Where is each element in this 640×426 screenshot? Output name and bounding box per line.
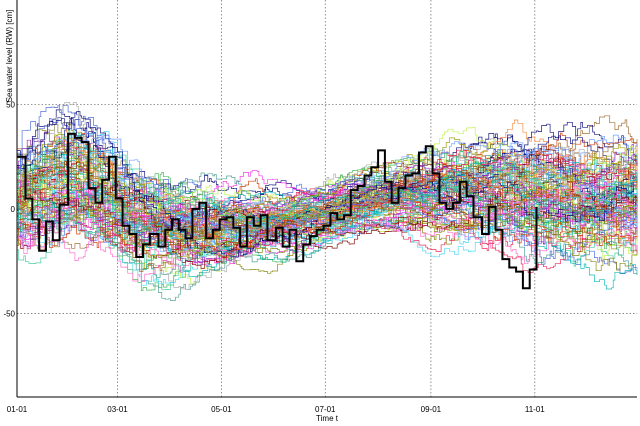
- x-tick-label: 05-01: [211, 405, 232, 414]
- x-tick-label: 09-01: [421, 405, 442, 414]
- ensemble-member-line: [17, 177, 638, 266]
- x-tick-label: 07-01: [315, 405, 336, 414]
- ensemble-member-line: [17, 102, 638, 240]
- y-tick-label: 50: [6, 100, 15, 109]
- ensemble-member-line: [17, 143, 638, 240]
- x-tick-label: 03-01: [107, 405, 128, 414]
- highlighted-series: [17, 132, 538, 290]
- y-tick-label: 0: [11, 205, 16, 214]
- ensemble-member-line: [17, 164, 638, 222]
- ensemble-member-line: [17, 152, 638, 257]
- ensemble-member-line: [17, 164, 638, 259]
- ensemble-member-line: [17, 121, 638, 204]
- y-tick-labels: 50 0 -50: [3, 100, 15, 318]
- y-tick-label: -50: [3, 309, 15, 318]
- y-axis-title: Sea water level (RW) [cm]: [5, 10, 14, 103]
- x-tick-label: 01-01: [7, 405, 28, 414]
- highlighted-series-line: [17, 132, 538, 290]
- x-axis-title: Time t: [316, 414, 339, 423]
- x-tick-label: 11-01: [525, 405, 545, 414]
- ensemble-member-line: [17, 133, 638, 239]
- ensemble-member-line: [17, 162, 638, 278]
- x-tick-labels: 01-01 03-01 05-01 07-01 09-01 11-01: [7, 405, 546, 414]
